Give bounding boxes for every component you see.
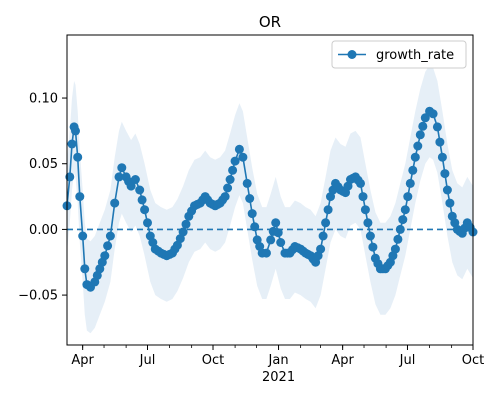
data-point <box>356 178 365 188</box>
data-point <box>316 244 326 254</box>
y-tick-label: 0.00 <box>29 223 58 238</box>
x-tick-label: Oct <box>202 353 224 368</box>
data-point <box>440 169 450 179</box>
plot-frame <box>66 34 474 346</box>
data-point <box>223 183 233 193</box>
data-point <box>437 152 447 162</box>
data-point <box>390 244 400 254</box>
data-point <box>400 205 410 215</box>
data-point <box>100 251 110 261</box>
data-point <box>103 241 113 251</box>
data-point <box>428 109 438 119</box>
y-tick-label: 0.05 <box>29 157 58 172</box>
data-point <box>181 219 191 229</box>
data-point <box>360 205 370 215</box>
data-point <box>67 139 77 149</box>
data-point <box>143 218 152 228</box>
data-point <box>398 215 408 225</box>
data-point <box>140 205 150 215</box>
data-point <box>230 156 240 166</box>
data-point <box>238 152 248 162</box>
confidence-band <box>67 65 473 334</box>
data-point <box>80 264 90 274</box>
data-point <box>135 185 145 195</box>
chart-title: OR <box>259 13 281 31</box>
data-point <box>368 242 378 252</box>
data-point <box>110 198 120 208</box>
data-point <box>126 181 136 191</box>
data-point <box>442 185 452 195</box>
x-axis: Apr Jul Oct Jan Apr Jul Oct 2021 <box>71 345 484 385</box>
data-point <box>78 231 88 241</box>
data-point <box>432 122 442 132</box>
data-point <box>410 152 420 162</box>
data-point <box>71 126 80 136</box>
data-point <box>318 231 328 241</box>
data-point <box>321 218 331 228</box>
data-point <box>276 238 286 247</box>
data-point <box>65 172 75 182</box>
data-point <box>363 218 373 228</box>
legend-marker <box>347 50 357 59</box>
data-point <box>393 234 403 244</box>
data-point <box>403 192 413 202</box>
data-point <box>228 165 238 175</box>
legend: growth_rate <box>331 40 467 69</box>
data-point <box>261 248 271 258</box>
data-point <box>130 175 140 184</box>
data-point <box>247 209 257 219</box>
data-point <box>266 235 276 245</box>
data-point <box>365 231 375 241</box>
data-point <box>408 165 418 175</box>
data-point <box>420 113 430 123</box>
data-point <box>358 192 368 202</box>
data-point <box>137 195 147 205</box>
data-point <box>117 163 127 173</box>
data-point <box>415 130 425 140</box>
x-tick-label: Jul <box>399 353 416 368</box>
data-point <box>105 231 115 241</box>
x-tick-label: Apr <box>331 353 354 368</box>
x-tick-label: Jan <box>268 353 289 368</box>
data-point <box>234 144 244 154</box>
data-point <box>435 137 445 147</box>
legend-label-growth-rate: growth_rate <box>376 48 454 63</box>
legend-box <box>331 40 467 69</box>
data-point <box>114 172 124 182</box>
data-point <box>73 152 83 162</box>
data-point <box>445 198 455 208</box>
y-axis: 0.10 0.05 0.00 −0.05 <box>18 92 67 304</box>
y-tick-label: 0.10 <box>29 92 58 107</box>
data-point <box>271 218 281 228</box>
y-tick-label: −0.05 <box>18 289 58 304</box>
x-year-label: 2021 <box>262 370 295 385</box>
series-layer <box>62 106 478 292</box>
data-point <box>245 194 255 203</box>
data-point <box>242 178 252 188</box>
data-point <box>323 205 333 215</box>
confidence-band-layer <box>67 65 473 334</box>
data-point <box>220 192 230 202</box>
data-point <box>178 227 188 237</box>
x-tick-label: Oct <box>462 353 484 368</box>
data-point <box>413 141 423 151</box>
x-tick-label: Jul <box>139 353 156 368</box>
data-point <box>395 224 405 234</box>
x-tick-label: Apr <box>71 353 94 368</box>
data-point <box>418 121 428 131</box>
data-point <box>273 228 283 238</box>
data-point <box>250 222 260 232</box>
data-point <box>75 192 85 202</box>
data-point <box>405 178 415 188</box>
data-point <box>225 175 235 184</box>
